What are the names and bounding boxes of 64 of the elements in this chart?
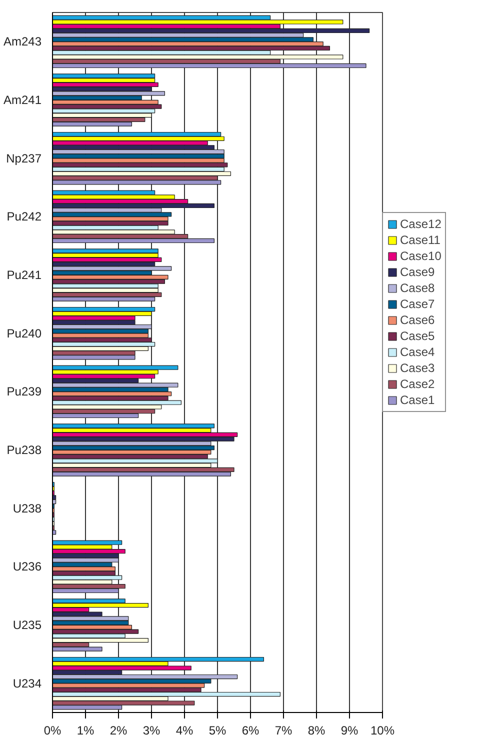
bar	[52, 674, 238, 680]
x-tick-label: 5%	[208, 724, 226, 738]
x-tick-label: 4%	[176, 724, 194, 738]
x-tick-label: 0%	[44, 724, 62, 738]
bar	[52, 238, 214, 244]
bar	[52, 629, 139, 634]
y-tick-label: Pu240	[6, 326, 42, 340]
legend-label: Case2	[400, 377, 435, 391]
bar	[52, 666, 192, 670]
legend-label: Case8	[400, 281, 435, 295]
y-tick-label: Pu239	[6, 384, 42, 399]
bar	[52, 158, 224, 163]
legend-label: Case7	[400, 297, 435, 311]
bar	[52, 306, 156, 312]
bar	[52, 692, 280, 697]
legend-label: Case12	[400, 217, 442, 231]
x-tick-label: 1%	[76, 724, 94, 738]
bar	[52, 149, 224, 154]
y-tick-label: U234	[12, 676, 42, 690]
bar	[52, 132, 222, 137]
y-tick-label: Am241	[3, 93, 42, 107]
bar	[52, 472, 231, 476]
bar	[52, 74, 156, 78]
x-tick-label: 3%	[142, 724, 160, 738]
bar	[52, 63, 366, 68]
bar	[52, 279, 165, 284]
legend-label: Case4	[400, 345, 435, 359]
bar	[52, 342, 156, 347]
x-tick-label: 8%	[308, 724, 326, 738]
x-tick-label: 2%	[110, 724, 128, 738]
bar	[52, 20, 344, 24]
bar	[52, 656, 264, 662]
bar	[52, 700, 195, 706]
x-tick-label: 6%	[242, 724, 260, 738]
y-tick-label: Am243	[3, 34, 42, 49]
legend-label: Case10	[400, 249, 442, 263]
legend-label: Case11	[400, 233, 440, 247]
bar	[52, 212, 172, 217]
y-tick-label: Np237	[6, 151, 42, 166]
legend-label: Case3	[400, 361, 435, 375]
bar	[52, 424, 214, 428]
bar	[52, 54, 344, 60]
x-tick-label: 9%	[340, 724, 358, 738]
legend-label: Case5	[400, 329, 435, 343]
bar	[52, 333, 148, 338]
bar	[52, 248, 158, 254]
y-tick-label: Pu241	[6, 268, 42, 282]
legend-label: Case9	[400, 265, 435, 279]
bar	[52, 203, 214, 208]
legend-label: Case1	[400, 393, 435, 407]
x-tick-label: 10%	[370, 724, 395, 738]
bar	[52, 436, 234, 442]
y-tick-label: U235	[12, 618, 42, 632]
y-tick-label: U238	[12, 501, 42, 516]
y-tick-label: Pu238	[6, 443, 42, 457]
x-tick-label: 7%	[274, 724, 292, 738]
y-tick-label: Pu242	[6, 210, 42, 224]
y-tick-label: U236	[12, 560, 42, 574]
legend-label: Case6	[400, 313, 435, 327]
bar	[52, 46, 330, 51]
bar	[52, 28, 370, 34]
bar	[52, 646, 102, 652]
bar	[52, 220, 168, 226]
bar	[52, 324, 152, 330]
